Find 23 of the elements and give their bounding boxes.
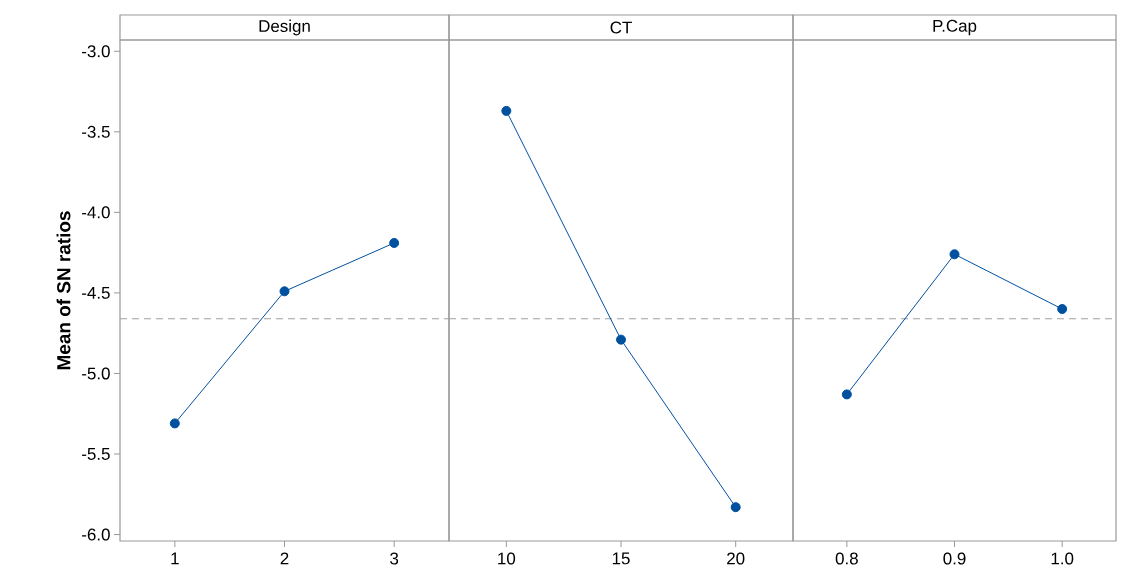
x-tick-label: 0.8 [835,552,858,565]
point [169,418,180,429]
chart-title: Design [259,19,310,36]
chart-title: CT [610,21,632,34]
y-tick-label: -5.0 [82,367,110,380]
x-tick-label: 15 [612,552,630,565]
y-tick-label: -3.5 [82,125,110,138]
y-tick-label: -3.0 [82,45,110,58]
x-tick-label: 0.9 [943,552,966,565]
x-tick-label: 1 [171,552,179,565]
point [389,237,400,248]
y-tick-label: -4.5 [82,287,110,299]
y-tick-label: -5.5 [82,448,110,460]
chart-title: P.Cap [933,19,977,36]
x-tick-label: 2 [280,552,289,565]
point [279,286,290,297]
y-axis-title: Mean of SN ratios [56,211,71,370]
x-tick-label: 1.0 [1051,552,1074,565]
x-tick-label: 10 [498,552,516,565]
x-tick-label: 3 [390,552,399,565]
y-tick-label: -6.0 [82,528,110,541]
x-tick-label: 20 [727,552,745,565]
y-tick-label: -4.0 [82,206,110,219]
